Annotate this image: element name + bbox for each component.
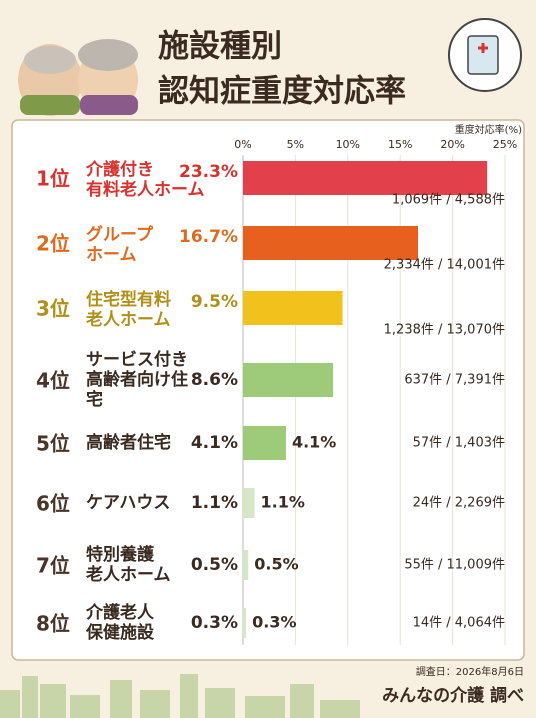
value-label: 0.5% — [191, 555, 238, 575]
bar — [243, 426, 286, 460]
bar — [243, 161, 488, 195]
x-tick-label: 25% — [493, 138, 517, 151]
value-label: 8.6% — [191, 370, 238, 390]
category-label: 住宅型有料老人ホーム — [85, 289, 171, 330]
category-label: グループホーム — [86, 224, 154, 265]
value-label: 1.1% — [191, 493, 238, 513]
bar — [243, 363, 334, 397]
category-label: 高齢者住宅 — [86, 432, 171, 453]
category-label: ケアハウス — [86, 493, 170, 513]
x-tick-label: 15% — [388, 138, 412, 151]
bar — [243, 608, 247, 638]
count-label: 2,334件 / 14,001件 — [384, 258, 505, 273]
value-label: 9.5% — [191, 292, 238, 312]
value-label: 4.1% — [191, 433, 238, 453]
rank: 1位 — [36, 167, 70, 191]
count-label: 1,069件 / 4,588件 — [392, 193, 505, 208]
x-tick-label: 5% — [287, 138, 304, 151]
source: みんなの介護 調べ — [382, 685, 524, 706]
value-label: 0.3% — [191, 613, 238, 633]
category-label: 介護付き有料老人ホーム — [85, 159, 205, 200]
rank: 4位 — [36, 369, 70, 393]
value-label: 1.1% — [261, 493, 305, 512]
x-tick-label: 10% — [336, 138, 360, 151]
bar — [243, 291, 343, 325]
city-skyline — [0, 674, 360, 718]
value-label: 0.5% — [254, 555, 298, 574]
title-line: 施設種別 — [158, 29, 282, 65]
x-tick-label: 20% — [440, 138, 464, 151]
rank: 7位 — [36, 554, 70, 578]
category-label: 介護老人保健施設 — [85, 602, 155, 643]
rank: 5位 — [36, 432, 70, 456]
count-label: 55件 / 11,009件 — [404, 558, 505, 573]
rank: 3位 — [36, 297, 70, 321]
value-label: 0.3% — [252, 613, 296, 632]
bar — [243, 550, 249, 580]
value-label: 16.7% — [179, 227, 238, 247]
rank: 8位 — [36, 612, 70, 636]
x-tick-label: 0% — [234, 138, 251, 151]
category-label: 特別養護老人ホーム — [85, 544, 171, 585]
bar — [243, 488, 255, 518]
category-label: サービス付き高齢者向け住宅 — [86, 349, 188, 410]
rank: 2位 — [36, 232, 70, 256]
survey-date: 調査日：2026年8月6日 — [416, 665, 524, 678]
axis-label: 重度対応率(%) — [455, 123, 522, 136]
bar — [243, 226, 419, 260]
title-line: 認知症重度対応率 — [158, 74, 406, 110]
rank: 6位 — [36, 492, 70, 516]
count-label: 57件 / 1,403件 — [413, 436, 505, 451]
count-label: 24件 / 2,269件 — [413, 496, 505, 511]
value-label: 4.1% — [292, 433, 336, 452]
count-label: 14件 / 4,064件 — [413, 616, 505, 631]
value-label: 23.3% — [179, 162, 238, 182]
illustration — [18, 18, 522, 116]
count-label: 637件 / 7,391件 — [404, 373, 505, 388]
count-label: 1,238件 / 13,070件 — [384, 323, 505, 338]
